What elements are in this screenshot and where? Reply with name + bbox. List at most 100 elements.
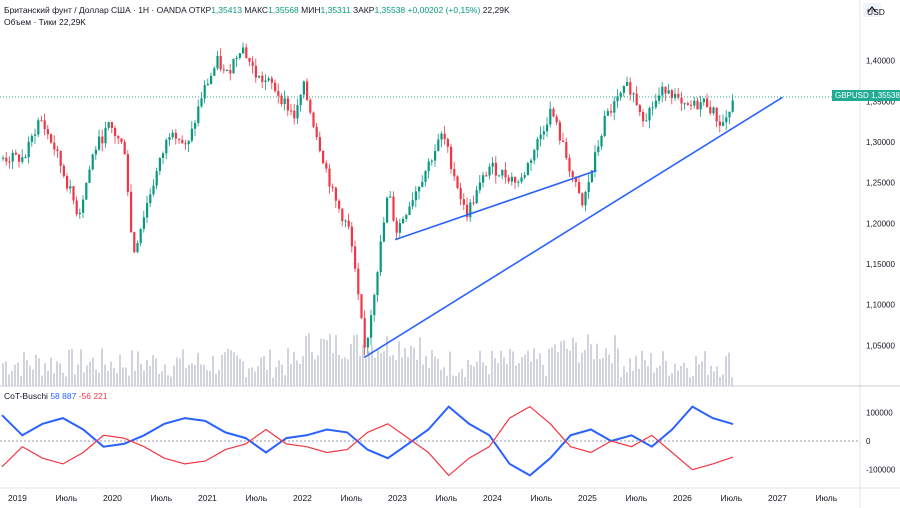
collapse-icon[interactable] <box>863 3 881 17</box>
volume-bar <box>26 360 28 386</box>
candle-body <box>613 101 616 113</box>
volume-bar <box>617 348 619 386</box>
candle-body <box>366 337 369 348</box>
time-axis-label: Июль <box>721 493 743 503</box>
candle-body <box>539 134 542 140</box>
volume-bar <box>260 357 262 386</box>
volume-bar <box>386 336 388 386</box>
volume-bar <box>356 334 358 386</box>
cot-tick-label: 100000 <box>866 408 893 417</box>
volume-bar <box>56 361 58 386</box>
candle-body <box>350 226 353 247</box>
volume-bar <box>524 354 526 386</box>
time-axis-label: 2024 <box>483 493 502 503</box>
volume-bar <box>323 339 325 386</box>
candle-body <box>552 108 555 117</box>
volume-bar <box>473 366 475 386</box>
time-axis-label: Июль <box>246 493 268 503</box>
volume-bar <box>596 343 598 386</box>
price-tick-label: 1,40000 <box>866 57 895 66</box>
volume-bar <box>539 353 541 386</box>
candle-body <box>283 98 286 105</box>
candle-body <box>245 47 248 58</box>
candle-body <box>546 124 549 132</box>
volume-bar <box>635 355 637 386</box>
candle-body <box>30 135 33 142</box>
volume-bar <box>482 362 484 386</box>
candle-body <box>702 98 705 103</box>
volume-bar <box>179 358 181 386</box>
candle-body <box>232 58 235 74</box>
candle-body <box>450 146 453 169</box>
volume-bar <box>125 367 127 386</box>
candle-body <box>8 161 11 163</box>
volume-bar <box>623 366 625 386</box>
volume-bar <box>338 354 340 386</box>
volume-bar <box>491 351 493 386</box>
candle-body <box>523 175 526 178</box>
volume-bar <box>707 374 709 386</box>
candle-body <box>574 176 577 182</box>
volume-inline: 22,29K <box>482 5 510 15</box>
volume-bar <box>248 368 250 386</box>
candle-body <box>242 47 245 54</box>
volume-bar <box>197 352 199 386</box>
volume-bar <box>44 363 46 386</box>
volume-bar <box>542 364 544 386</box>
candle-body <box>414 191 417 201</box>
volume-bar <box>245 377 247 386</box>
candle-body <box>299 94 302 106</box>
volume-bar <box>407 356 409 386</box>
candle-body <box>203 85 206 99</box>
volume-bar <box>458 372 460 386</box>
candle-body <box>120 138 123 142</box>
candle-body <box>238 53 241 58</box>
price-tick-label: 1,05000 <box>866 341 895 350</box>
volume-bar <box>680 365 682 386</box>
volume-bar <box>224 352 226 386</box>
volume-bar <box>533 348 535 386</box>
candle-body <box>162 153 165 158</box>
volume-bar <box>74 374 76 386</box>
candle-body <box>555 116 558 123</box>
price-badge-value: 1,35538 <box>871 91 900 100</box>
candle-body <box>62 165 65 177</box>
candle-body <box>418 186 421 192</box>
candle-body <box>206 83 209 86</box>
candle-body <box>629 82 632 95</box>
volume-bar <box>335 335 337 386</box>
volume-bar <box>365 358 367 386</box>
candle-body <box>325 163 328 169</box>
volume-bar <box>632 371 634 386</box>
candle-body <box>654 100 657 108</box>
candle-body <box>667 90 670 94</box>
volume-bar <box>644 360 646 386</box>
volume-bar <box>485 365 487 386</box>
volume-bar <box>584 349 586 386</box>
volume-bar <box>47 370 49 386</box>
candle-body <box>382 222 385 242</box>
candle-body <box>718 121 721 126</box>
volume-bar <box>107 371 109 386</box>
volume-bar <box>23 351 25 386</box>
candle-body <box>142 217 145 229</box>
volume-bar <box>554 344 556 386</box>
volume-bar <box>131 350 133 386</box>
volume-bar <box>383 351 385 386</box>
candle-body <box>453 168 456 177</box>
volume-bar <box>80 349 82 386</box>
volume-bar <box>572 337 574 386</box>
volume-bar <box>611 363 613 386</box>
candle-body <box>213 68 216 76</box>
volume-bar <box>647 366 649 386</box>
candle-body <box>357 268 360 295</box>
volume-bar <box>377 349 379 386</box>
volume-bar <box>104 364 106 386</box>
candle-body <box>56 149 59 152</box>
volume-bar <box>626 372 628 386</box>
candle-body <box>158 157 161 172</box>
candle-body <box>110 122 113 128</box>
volume-bar <box>659 365 661 386</box>
volume-bar <box>101 348 103 386</box>
